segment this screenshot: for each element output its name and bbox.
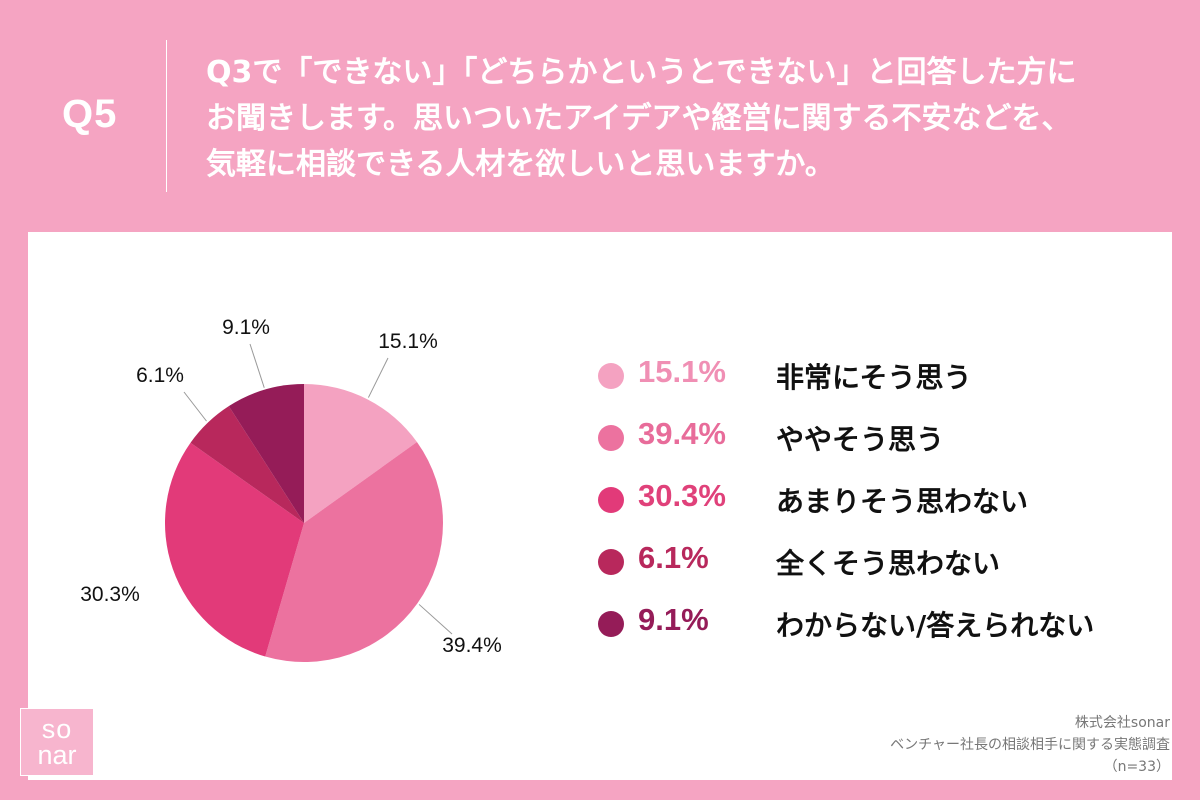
logo-line-1: so xyxy=(41,714,73,744)
legend-dot xyxy=(598,487,624,513)
legend-dot xyxy=(598,549,624,575)
legend-label: わからない/答えられない xyxy=(776,609,1095,642)
data-label-1: 39.4% xyxy=(442,634,502,657)
pie-chart: 15.1% 39.4% 30.3% 6.1% 9.1% xyxy=(80,316,502,662)
chart-legend: 15.1% 非常にそう思う 39.4% ややそう思う 30.3% あまりそう思わ… xyxy=(598,352,1158,662)
legend-label: 全くそう思わない xyxy=(776,547,1001,580)
question-line-3: 気軽に相談できる人材を欲しいと思いますか。 xyxy=(206,147,835,182)
legend-item-2: 30.3% あまりそう思わない xyxy=(598,476,1158,538)
source-note: 株式会社sonar ベンチャー社長の相談相手に関する実態調査 （n=33） xyxy=(890,712,1170,778)
legend-percent: 39.4% xyxy=(638,416,726,451)
legend-percent: 6.1% xyxy=(638,540,709,575)
leader-line-0 xyxy=(367,357,389,398)
legend-item-0: 15.1% 非常にそう思う xyxy=(598,352,1158,414)
pie-slice-0 xyxy=(304,384,417,523)
legend-item-3: 6.1% 全くそう思わない xyxy=(598,538,1158,600)
question-number: Q5 xyxy=(62,92,118,136)
legend-label: あまりそう思わない xyxy=(776,485,1029,518)
source-sample: （n=33） xyxy=(1103,759,1170,775)
legend-percent: 30.3% xyxy=(638,478,726,513)
legend-dot xyxy=(598,425,624,451)
leader-line-4 xyxy=(249,343,265,388)
leader-line-3 xyxy=(183,391,207,422)
source-survey: ベンチャー社長の相談相手に関する実態調査 xyxy=(890,737,1170,753)
question-header: Q5 Q3で「できない」「どちらかというとできない」と回答した方に お聞きします… xyxy=(0,0,1200,232)
data-label-4: 9.1% xyxy=(222,316,270,339)
legend-dot xyxy=(598,611,624,637)
chart-panel: 15.1% 39.4% 30.3% 6.1% 9.1% xyxy=(28,232,1172,780)
pie-slice-2 xyxy=(165,442,304,657)
question-line-1: Q3で「できない」「どちらかというとできない」と回答した方に xyxy=(206,55,1077,90)
pie-slice-3 xyxy=(190,406,304,523)
legend-item-4: 9.1% わからない/答えられない xyxy=(598,600,1158,662)
question-text: Q3で「できない」「どちらかというとできない」と回答した方に お聞きします。思い… xyxy=(206,50,1166,188)
legend-percent: 15.1% xyxy=(638,354,726,389)
data-label-2: 30.3% xyxy=(80,583,140,606)
sonar-logo: so nar xyxy=(20,708,94,776)
legend-item-1: 39.4% ややそう思う xyxy=(598,414,1158,476)
data-label-0: 15.1% xyxy=(378,330,438,353)
legend-label: ややそう思う xyxy=(776,423,945,456)
legend-percent: 9.1% xyxy=(638,602,709,637)
pie-slice-4 xyxy=(228,384,304,523)
legend-dot xyxy=(598,363,624,389)
question-line-2: お聞きします。思いついたアイデアや経営に関する不安などを、 xyxy=(206,101,1072,136)
data-label-3: 6.1% xyxy=(136,364,184,387)
leader-line-1 xyxy=(418,604,453,635)
legend-label: 非常にそう思う xyxy=(776,361,972,394)
source-company: 株式会社sonar xyxy=(1074,715,1170,731)
pie-slice-1 xyxy=(265,442,443,662)
logo-line-2: nar xyxy=(37,740,77,770)
header-divider xyxy=(166,40,167,192)
